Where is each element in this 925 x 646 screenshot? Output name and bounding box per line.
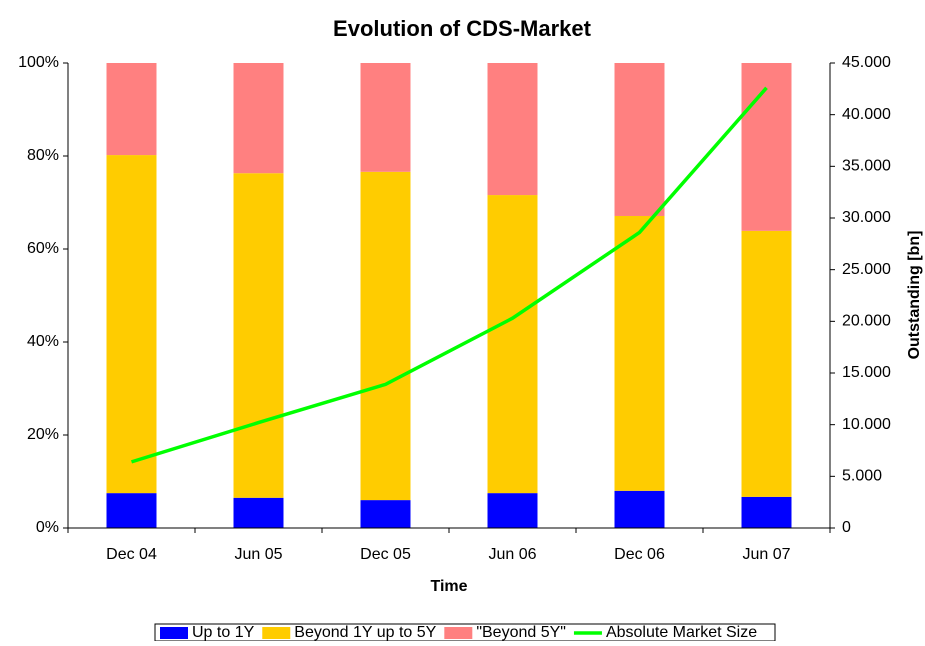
bar-segment xyxy=(614,490,665,528)
y-tick-label: 20% xyxy=(27,426,59,443)
bar-segment xyxy=(360,63,411,172)
bar-segment xyxy=(741,496,792,528)
x-tick-label: Dec 05 xyxy=(360,546,411,563)
y2-tick-label: 20.000 xyxy=(842,313,891,330)
y2-tick-label: 40.000 xyxy=(842,106,891,123)
bar-segment xyxy=(233,63,284,174)
y2-tick-label: 15.000 xyxy=(842,364,891,381)
x-tick-label: Jun 05 xyxy=(234,546,282,563)
bar-segment xyxy=(614,63,665,216)
x-tick-label: Dec 06 xyxy=(614,546,665,563)
legend-swatch xyxy=(262,627,291,639)
bar-segment xyxy=(233,497,284,528)
legend-swatch xyxy=(444,627,473,639)
y2-tick-label: 5.000 xyxy=(842,468,882,485)
bar-segment xyxy=(106,155,157,494)
y-tick-label: 40% xyxy=(27,333,59,350)
bar-segment xyxy=(106,493,157,528)
bar-segment xyxy=(487,195,538,494)
legend-label: "Beyond 5Y" xyxy=(476,624,566,641)
legend-swatch xyxy=(160,627,188,639)
y2-tick-label: 35.000 xyxy=(842,158,891,175)
bar-segment xyxy=(741,63,792,231)
legend-label: Up to 1Y xyxy=(192,624,255,641)
y-tick-label: 80% xyxy=(27,147,59,164)
bar-segment xyxy=(741,230,792,497)
bar-segment xyxy=(487,63,538,196)
y2-tick-label: 10.000 xyxy=(842,416,891,433)
y2-tick-label: 0 xyxy=(842,519,851,536)
bar-segment xyxy=(487,493,538,528)
x-tick-label: Jun 07 xyxy=(742,546,790,563)
line-series xyxy=(130,86,768,464)
x-axis-label: Time xyxy=(430,578,467,595)
x-tick-label: Dec 04 xyxy=(106,546,157,563)
bar-segment xyxy=(106,63,157,156)
bar-segment xyxy=(360,500,411,528)
y2-tick-label: 30.000 xyxy=(842,209,891,226)
y2-axis-label: Outstanding [bn] xyxy=(906,231,923,360)
legend-label: Beyond 1Y up to 5Y xyxy=(294,624,436,641)
y-tick-label: 100% xyxy=(18,54,59,71)
bar-segment xyxy=(233,173,284,498)
x-tick-label: Jun 06 xyxy=(488,546,536,563)
bar-segment xyxy=(614,215,665,491)
chart-title: Evolution of CDS-Market xyxy=(333,16,592,41)
legend-label: Absolute Market Size xyxy=(606,624,757,641)
y-tick-label: 60% xyxy=(27,240,59,257)
bar-segment xyxy=(360,171,411,501)
y2-tick-label: 25.000 xyxy=(842,261,891,278)
y2-tick-label: 45.000 xyxy=(842,54,891,71)
y-tick-label: 0% xyxy=(36,519,59,536)
